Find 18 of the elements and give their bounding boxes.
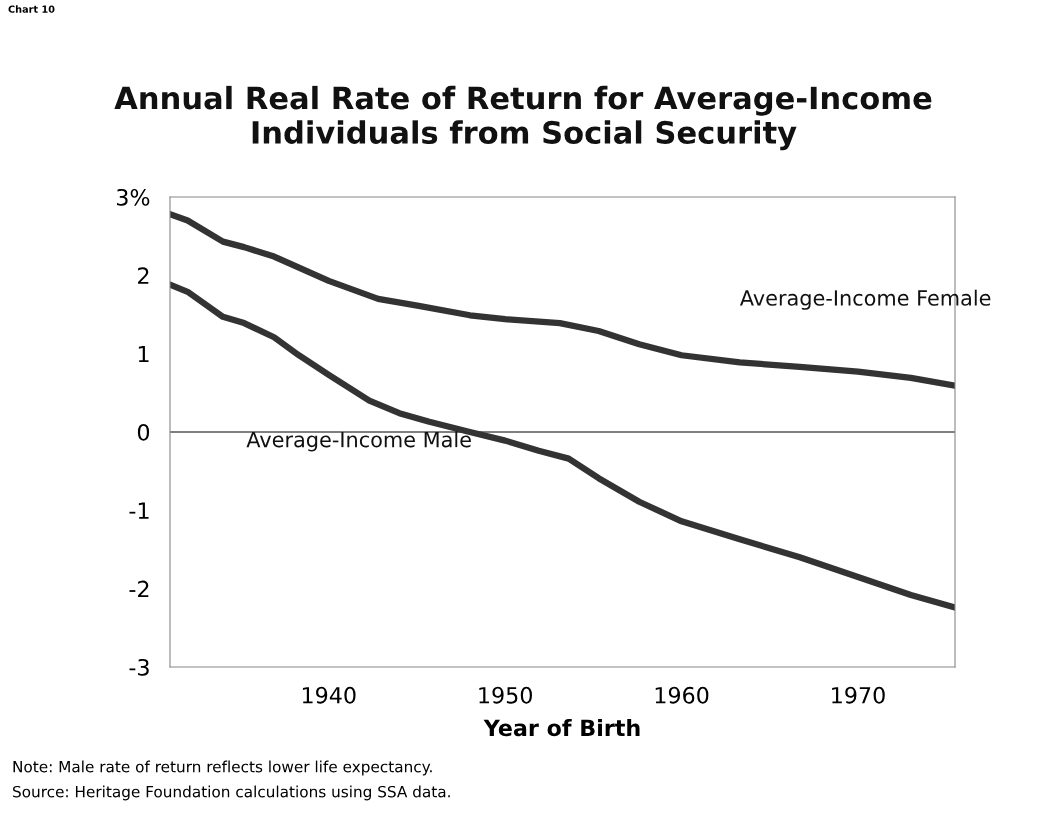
y-tick-label: -2	[129, 580, 149, 598]
x-tick-label: 1970	[832, 686, 885, 704]
y-tick-label: 1	[138, 345, 149, 363]
y-tick-label: 0	[137, 423, 150, 441]
text: Note: Male rate of return reflects lower life expectancy.	[13, 760, 432, 776]
x-tick-label: 1950	[479, 686, 532, 704]
x-tick-label: 1960	[655, 686, 709, 704]
x-axis-title: Year of Birth	[483, 719, 640, 737]
source-note: Source: Heritage Foundation calculations using SSA data.	[13, 785, 450, 801]
text: Average-Income Female	[739, 289, 991, 310]
chart-title: Annual Real Rate of Return for Average-Income Individuals from Social Security	[114, 85, 932, 151]
series-label: Average-Income Male	[246, 431, 471, 452]
caption: Chart 10	[8, 5, 55, 13]
x-tick-label: 1940	[302, 686, 356, 704]
y-tick-label: -1	[129, 502, 149, 519]
y-tick-label: 2	[138, 267, 149, 284]
y-tick-label: 3%	[117, 188, 150, 206]
y-tick-label: -3	[129, 658, 149, 676]
